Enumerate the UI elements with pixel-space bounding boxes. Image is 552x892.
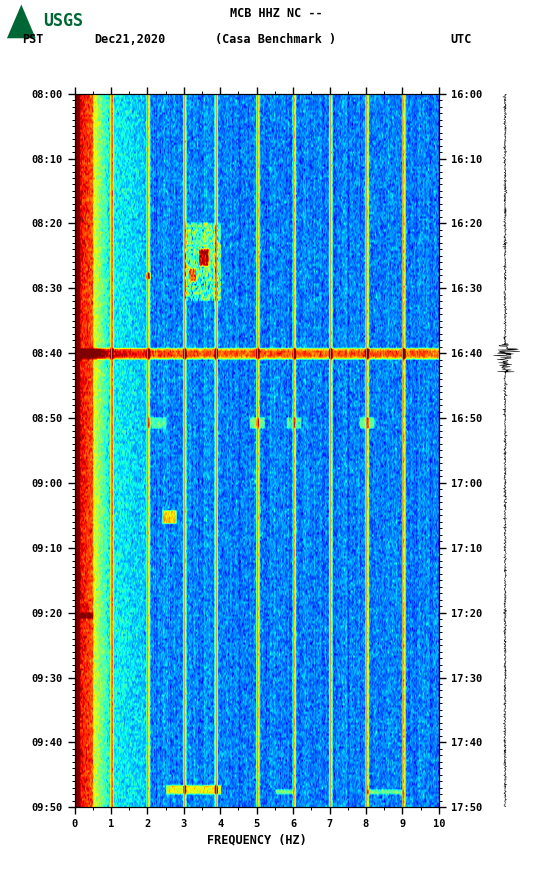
Text: PST: PST bbox=[22, 33, 44, 46]
Polygon shape bbox=[7, 4, 36, 38]
Text: Dec21,2020: Dec21,2020 bbox=[94, 33, 165, 46]
X-axis label: FREQUENCY (HZ): FREQUENCY (HZ) bbox=[207, 833, 306, 847]
Text: UTC: UTC bbox=[450, 33, 471, 46]
Text: (Casa Benchmark ): (Casa Benchmark ) bbox=[215, 33, 337, 46]
Text: MCB HHZ NC --: MCB HHZ NC -- bbox=[230, 7, 322, 21]
Text: USGS: USGS bbox=[43, 12, 83, 30]
